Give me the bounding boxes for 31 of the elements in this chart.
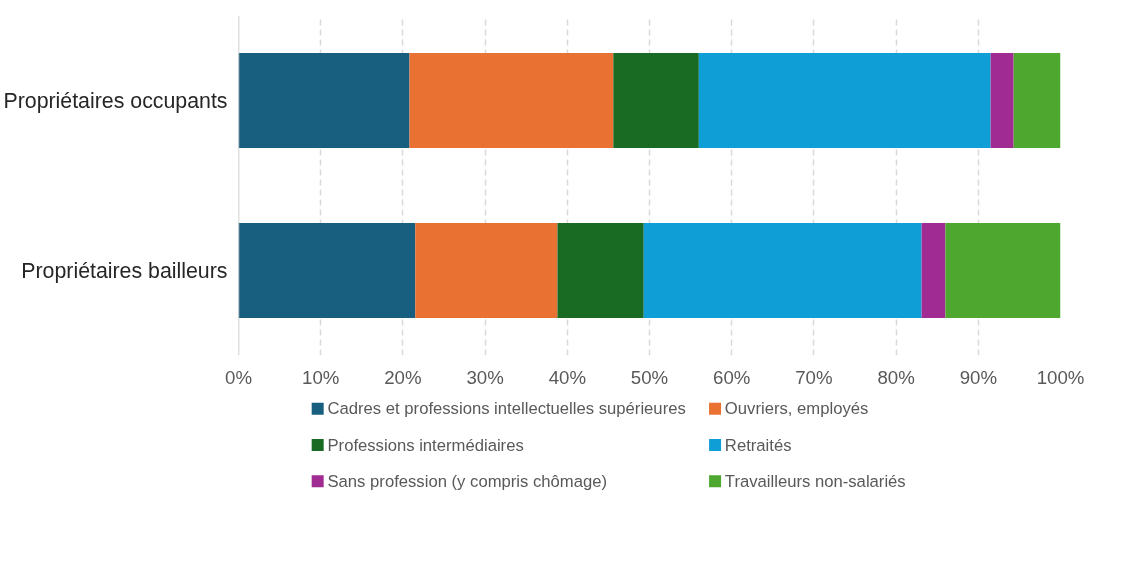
x-tick-label: 70% <box>795 366 833 388</box>
legend-label: Sans profession (y compris chômage) <box>327 471 608 491</box>
legend-label: Cadres et professions intellectuelles supérieures <box>327 399 686 419</box>
x-tick-label: 0% <box>225 366 252 388</box>
legend-label: Professions intermédiaires <box>327 435 524 455</box>
legend-label: Ouvriers, employés <box>724 399 869 419</box>
legend-label: Retraités <box>724 435 792 455</box>
x-tick-label: 10% <box>302 366 340 388</box>
x-tick-label: 80% <box>877 366 915 388</box>
legend-label: Travailleurs non-salariés <box>724 471 906 491</box>
bar <box>238 222 416 319</box>
x-tick-label: 100% <box>1036 366 1085 388</box>
x-tick-label: 50% <box>630 366 669 388</box>
bar <box>921 222 946 319</box>
x-tick-label: 40% <box>548 366 586 388</box>
bar <box>613 52 699 149</box>
x-tick-label: 30% <box>466 366 504 388</box>
x-tick-label: 60% <box>713 366 751 388</box>
bar <box>945 222 1061 319</box>
bar <box>415 222 558 319</box>
bar <box>409 52 614 149</box>
bar <box>238 52 410 149</box>
y-tick-label: Propriétaires occupants <box>3 88 228 113</box>
x-tick-label: 90% <box>959 366 997 388</box>
bar <box>1013 52 1061 149</box>
bar <box>990 52 1014 149</box>
bar <box>557 222 644 319</box>
bar <box>698 52 991 149</box>
x-tick-label: 20% <box>384 366 422 388</box>
y-tick-label: Propriétaires bailleurs <box>21 258 228 283</box>
bar <box>643 222 922 319</box>
